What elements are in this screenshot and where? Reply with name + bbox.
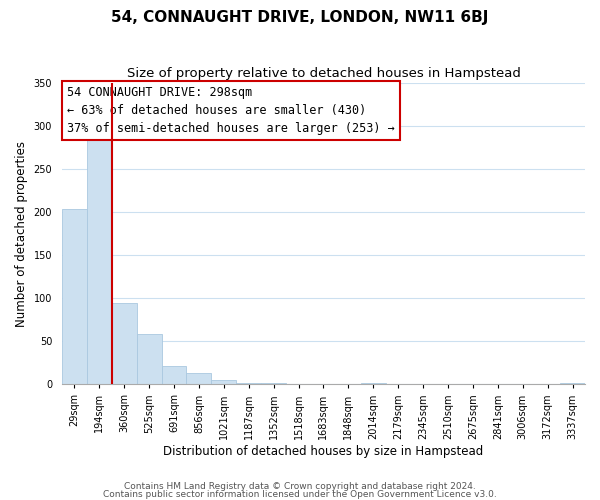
Bar — [137, 334, 161, 384]
Text: 54 CONNAUGHT DRIVE: 298sqm
← 63% of detached houses are smaller (430)
37% of sem: 54 CONNAUGHT DRIVE: 298sqm ← 63% of deta… — [67, 86, 395, 135]
Text: Contains HM Land Registry data © Crown copyright and database right 2024.: Contains HM Land Registry data © Crown c… — [124, 482, 476, 491]
Bar — [62, 208, 87, 384]
Bar — [187, 373, 211, 384]
Bar — [236, 382, 261, 384]
Bar — [112, 302, 137, 384]
Text: 54, CONNAUGHT DRIVE, LONDON, NW11 6BJ: 54, CONNAUGHT DRIVE, LONDON, NW11 6BJ — [112, 10, 488, 25]
Bar — [87, 132, 112, 384]
Bar — [161, 366, 187, 384]
Bar — [211, 380, 236, 384]
Title: Size of property relative to detached houses in Hampstead: Size of property relative to detached ho… — [127, 68, 520, 80]
Bar — [560, 382, 585, 384]
X-axis label: Distribution of detached houses by size in Hampstead: Distribution of detached houses by size … — [163, 444, 484, 458]
Y-axis label: Number of detached properties: Number of detached properties — [15, 140, 28, 326]
Text: Contains public sector information licensed under the Open Government Licence v3: Contains public sector information licen… — [103, 490, 497, 499]
